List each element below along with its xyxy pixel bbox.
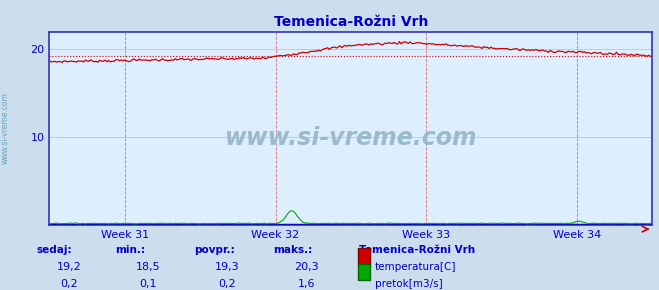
Text: povpr.:: povpr.: <box>194 245 235 255</box>
Text: 19,3: 19,3 <box>215 262 240 272</box>
Title: Temenica-Rožni Vrh: Temenica-Rožni Vrh <box>273 15 428 29</box>
Text: 19,2: 19,2 <box>57 262 82 272</box>
Text: Temenica-Rožni Vrh: Temenica-Rožni Vrh <box>359 245 475 255</box>
Text: pretok[m3/s]: pretok[m3/s] <box>375 279 443 289</box>
Text: 18,5: 18,5 <box>136 262 161 272</box>
Text: 1,6: 1,6 <box>298 279 315 289</box>
Text: 20,3: 20,3 <box>294 262 319 272</box>
Text: maks.:: maks.: <box>273 245 313 255</box>
Text: temperatura[C]: temperatura[C] <box>375 262 457 272</box>
Text: 0,1: 0,1 <box>140 279 157 289</box>
Text: 0,2: 0,2 <box>61 279 78 289</box>
Text: min.:: min.: <box>115 245 146 255</box>
Text: 0,2: 0,2 <box>219 279 236 289</box>
Text: www.si-vreme.com: www.si-vreme.com <box>1 92 10 164</box>
Text: www.si-vreme.com: www.si-vreme.com <box>225 126 477 150</box>
Text: sedaj:: sedaj: <box>36 245 72 255</box>
